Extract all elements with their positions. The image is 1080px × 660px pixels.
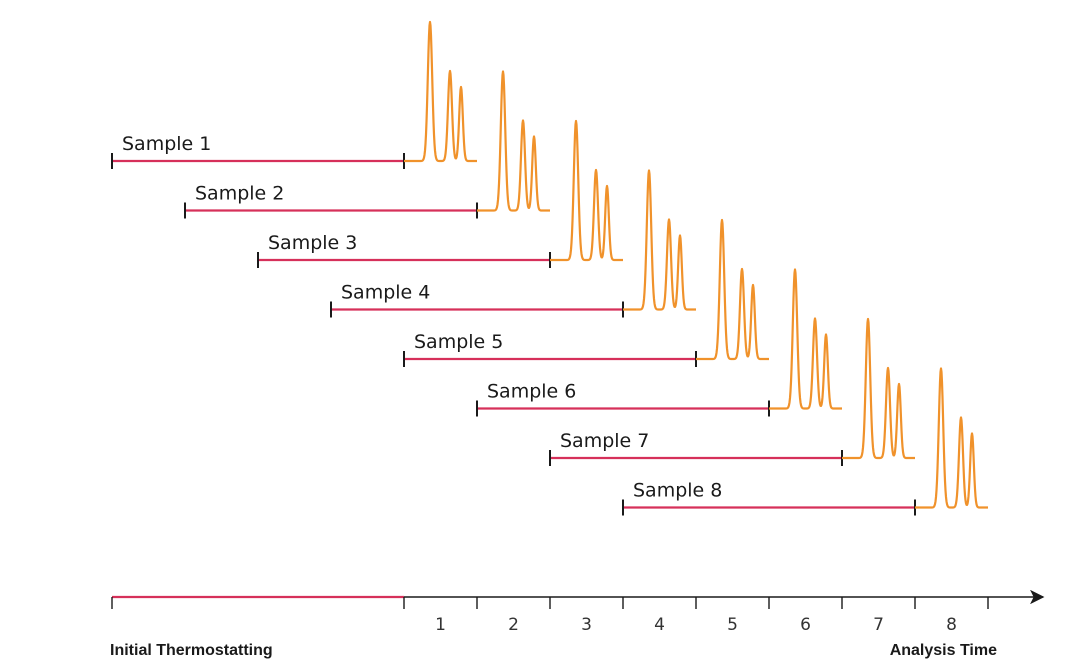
time-axis: 1 2 3 4 5 6 7 8 Initial Thermostatting Analysis… [110,589,1045,659]
sample-row: Sample 1 [111,20,478,169]
axis-ticks: 1 2 3 4 5 6 7 8 [111,597,989,635]
chromatogram-trace [914,367,989,509]
axis-tick-label: 4 [654,615,665,635]
axis-tick-label: 2 [508,615,519,635]
sample-row: Sample 6 [476,268,843,417]
sample-row: Sample 8 [622,367,989,516]
axis-tick-label: 1 [435,615,446,635]
axis-tick-label: 7 [873,615,884,635]
chromatogram-trace [841,317,916,460]
sample-label: Sample 3 [268,232,357,254]
sample-label: Sample 4 [341,282,430,304]
initial-thermostatting-caption: Initial Thermostatting [110,642,273,659]
sample-label: Sample 8 [633,480,722,502]
axis-tick-label: 8 [946,615,957,635]
chromatogram-trace [476,70,551,212]
axis-tick-label: 6 [800,615,811,635]
chromatogram-trace [768,268,843,410]
sample-row: Sample 5 [403,218,770,367]
sample-label: Sample 5 [414,331,503,353]
sample-label: Sample 7 [560,430,649,452]
chromatogram-trace [549,119,624,262]
sample-row: Sample 7 [549,317,916,466]
axis-tick-label: 3 [581,615,592,635]
sample-label: Sample 6 [487,381,576,403]
chromatogram-trace [403,20,478,163]
sample-row: Sample 4 [330,169,697,318]
analysis-time-caption: Analysis Time [890,642,997,659]
samples-group: Sample 1 Sample 2 Sample 3 Sample 4 Sample 5… [111,20,989,516]
sample-row: Sample 3 [257,119,624,268]
sample-label: Sample 1 [122,133,211,155]
chromatogram-trace [622,169,697,311]
axis-tick-label: 5 [727,615,738,635]
chromatogram-trace [695,218,770,361]
sample-label: Sample 2 [195,183,284,205]
sample-row: Sample 2 [184,70,551,219]
